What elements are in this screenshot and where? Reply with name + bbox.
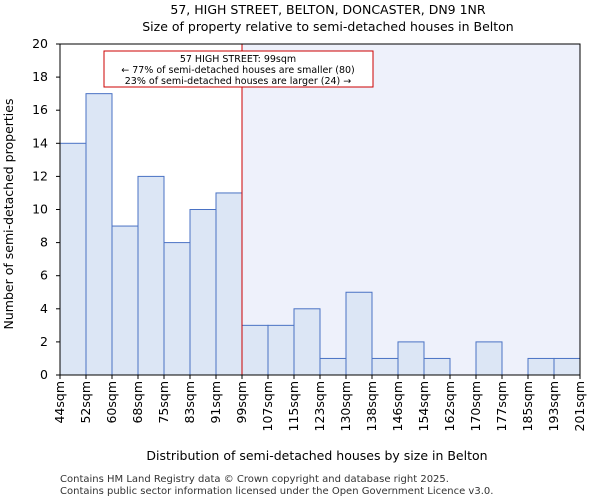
y-tick-label: 6	[40, 268, 48, 283]
x-tick-label: 154sqm	[416, 381, 431, 431]
y-tick-label: 20	[32, 36, 48, 51]
x-tick-label: 201sqm	[572, 381, 587, 431]
bar-193sqm	[553, 357, 581, 376]
x-tick-label: 185sqm	[520, 381, 535, 431]
x-tick-label: 193sqm	[546, 381, 561, 431]
y-tick-label: 2	[40, 334, 48, 349]
x-tick-label: 83sqm	[182, 381, 197, 424]
x-tick-label: 75sqm	[156, 381, 171, 424]
bar-99sqm	[241, 324, 269, 376]
bar-130sqm	[345, 291, 373, 376]
x-tick-label: 52sqm	[78, 381, 93, 424]
y-tick-label: 0	[40, 367, 48, 382]
annotation-box: 57 HIGH STREET: 99sqm ← 77% of semi-deta…	[103, 50, 374, 88]
x-tick-label: 91sqm	[208, 381, 223, 424]
y-tick-label: 16	[32, 102, 48, 117]
x-tick-label: 99sqm	[234, 381, 249, 424]
bar-146sqm	[397, 341, 425, 376]
bar-44sqm	[59, 142, 87, 376]
chart-title: 57, HIGH STREET, BELTON, DONCASTER, DN9 …	[170, 2, 486, 17]
y-tick-label: 10	[32, 202, 48, 217]
y-tick-label: 14	[32, 135, 48, 150]
bar-154sqm	[423, 357, 451, 376]
bar-138sqm	[371, 357, 399, 376]
annotation-smaller: ← 77% of semi-detached houses are smalle…	[121, 65, 355, 76]
bar-123sqm	[319, 357, 347, 376]
bar-60sqm	[111, 225, 139, 376]
bar-170sqm	[475, 341, 503, 376]
x-tick-label: 146sqm	[390, 381, 405, 431]
annotation-title: 57 HIGH STREET: 99sqm	[180, 54, 296, 65]
bar-83sqm	[189, 209, 217, 376]
x-tick-label: 130sqm	[338, 381, 353, 431]
x-tick-label: 60sqm	[104, 381, 119, 424]
annotation-frame	[103, 50, 374, 88]
chart-subtitle: Size of property relative to semi-detach…	[142, 19, 513, 34]
annotation-larger: 23% of semi-detached houses are larger (…	[125, 76, 352, 87]
y-tick-label: 8	[40, 235, 48, 250]
x-tick-label: 107sqm	[260, 381, 275, 431]
bar-107sqm	[267, 324, 295, 376]
x-tick-label: 177sqm	[494, 381, 509, 431]
x-tick-label: 115sqm	[286, 381, 301, 431]
footer-line-2: Contains public sector information licen…	[60, 486, 493, 497]
y-tick-label: 18	[32, 69, 48, 84]
y-tick-label: 4	[40, 301, 48, 316]
bar-75sqm	[163, 242, 191, 376]
y-axis-label: Number of semi-detached properties	[1, 99, 16, 330]
bar-185sqm	[527, 357, 555, 376]
x-tick-label: 170sqm	[468, 381, 483, 431]
bar-115sqm	[293, 308, 321, 376]
x-tick-label: 68sqm	[130, 381, 145, 424]
x-tick-label: 123sqm	[312, 381, 327, 431]
footer-line-1: Contains HM Land Registry data © Crown c…	[60, 474, 449, 485]
x-tick-label: 138sqm	[364, 381, 379, 431]
bar-68sqm	[137, 175, 165, 376]
x-axis-label: Distribution of semi-detached houses by …	[146, 448, 487, 463]
bar-91sqm	[215, 192, 243, 376]
bar-52sqm	[85, 93, 113, 376]
x-tick-label: 44sqm	[52, 381, 67, 424]
x-tick-label: 162sqm	[442, 381, 457, 431]
y-tick-label: 12	[32, 168, 48, 183]
